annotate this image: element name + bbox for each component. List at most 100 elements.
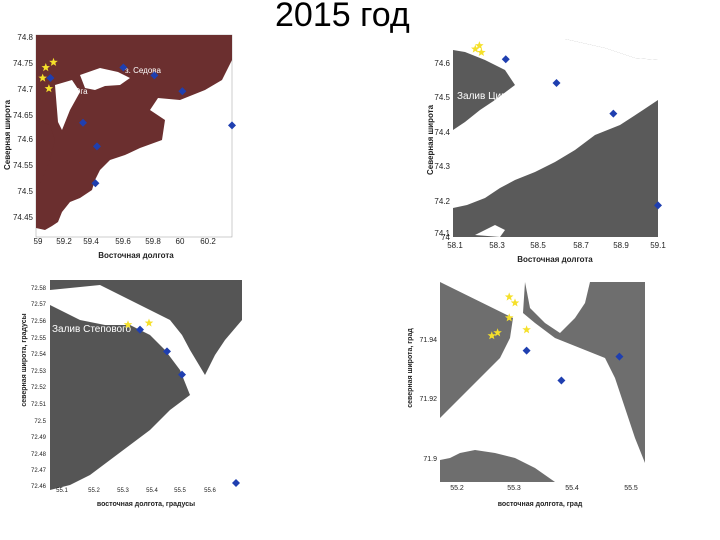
map2-x-ticks: 58.1 58.3 58.5 58.7 58.9 59.1 xyxy=(447,241,666,250)
y-tick: 74.75 xyxy=(13,59,34,68)
y-tick: 72.46 xyxy=(31,484,47,490)
x-tick: 55.4 xyxy=(146,488,158,494)
y-tick: 72.54 xyxy=(31,352,47,358)
x-tick: 60 xyxy=(176,237,185,246)
y-tick: 74.7 xyxy=(17,85,33,94)
station-marker xyxy=(557,376,566,385)
y-tick: 72.47 xyxy=(31,468,47,474)
y-tick: 72.5 xyxy=(34,419,46,425)
x-tick: 60.2 xyxy=(200,237,216,246)
label-tsivolki: Залив Цивольки xyxy=(457,91,533,102)
x-tick: 59.6 xyxy=(115,237,131,246)
map-stepovogo: 55.1 55.2 55.3 55.4 55.5 55.6 72.58 72.5… xyxy=(10,280,245,515)
sample-star-marker xyxy=(144,318,154,327)
station-marker xyxy=(609,109,618,118)
station-marker xyxy=(501,55,510,64)
y-tick: 72.55 xyxy=(31,336,47,342)
x-tick: 55.2 xyxy=(450,485,464,492)
y-tick: 72.49 xyxy=(31,435,47,441)
y-tick: 74.5 xyxy=(17,187,33,196)
y-tick: 74.65 xyxy=(13,111,34,120)
station-marker xyxy=(136,325,144,334)
page-title: 2015 год xyxy=(275,0,410,34)
station-marker xyxy=(91,179,100,188)
station-marker xyxy=(552,79,561,87)
station-marker xyxy=(178,87,187,96)
y-tick: 74.2 xyxy=(434,197,450,206)
sample-star-marker xyxy=(475,41,484,50)
map-sedova-oga-canvas: 59 59.2 59.4 59.6 59.8 60 60.2 74.8 74.7… xyxy=(3,33,236,260)
station-marker xyxy=(654,201,662,210)
map-stepovogo-canvas: 55.1 55.2 55.3 55.4 55.5 55.6 72.58 72.5… xyxy=(21,280,242,508)
x-tick: 55.4 xyxy=(565,485,579,492)
x-tick: 55.3 xyxy=(117,488,129,494)
x-axis-label: восточная долгота, градусы xyxy=(97,501,195,508)
bay-abrosimova-water xyxy=(440,282,645,482)
x-tick: 55.1 xyxy=(56,488,68,494)
bay-oga-water xyxy=(55,80,80,130)
station-marker xyxy=(163,347,171,356)
map3-x-ticks: 55.1 55.2 55.3 55.4 55.5 55.6 xyxy=(56,488,216,494)
x-axis-label: Восточная долгота xyxy=(98,251,174,260)
sample-star-marker xyxy=(504,313,514,322)
y-tick: 72.58 xyxy=(31,286,47,292)
y-axis-label: северная широта, градусы xyxy=(21,313,28,406)
y-tick: 74.6 xyxy=(17,135,33,144)
map-sedova-oga: 59 59.2 59.4 59.6 59.8 60 60.2 74.8 74.7… xyxy=(0,30,250,270)
sample-star-marker xyxy=(471,44,480,53)
map1-y-ticks: 74.8 74.75 74.7 74.65 74.6 74.55 74.5 74… xyxy=(13,33,34,222)
map1-marks xyxy=(38,57,236,188)
station-marker xyxy=(178,370,186,379)
label-abrosimova: Залив Абросимова xyxy=(497,415,595,427)
station-marker xyxy=(150,71,159,80)
y-tick: 74.3 xyxy=(434,162,450,171)
y-tick: 71.9 xyxy=(423,456,437,463)
y-axis-label: Северная широта xyxy=(426,104,435,175)
y-tick: 74.45 xyxy=(13,213,34,222)
sample-star-marker xyxy=(504,292,514,301)
map4-marks xyxy=(487,292,624,385)
label-oga: з. Ога xyxy=(66,87,88,96)
y-tick: 74.8 xyxy=(17,33,33,42)
y-tick: 74.4 xyxy=(434,128,450,137)
x-tick: 55.5 xyxy=(174,488,186,494)
station-marker xyxy=(79,118,88,127)
sample-star-marker xyxy=(493,328,502,337)
open-water xyxy=(100,385,242,490)
x-tick: 59.1 xyxy=(650,241,666,250)
sample-star-marker xyxy=(38,73,47,82)
map-tsivolki: 58.1 58.3 58.5 58.7 58.9 59.1 74.6 74.5 … xyxy=(405,30,685,275)
x-tick: 58.5 xyxy=(530,241,546,250)
x-tick: 55.6 xyxy=(204,488,216,494)
x-axis-label: восточная долгота, град xyxy=(498,501,583,508)
map-abrosimova-canvas: 55.2 55.3 55.4 55.5 71.94 71.92 71.9 вос… xyxy=(407,282,645,508)
sample-star-marker xyxy=(49,57,58,66)
x-tick: 55.5 xyxy=(624,485,638,492)
station-marker xyxy=(615,352,624,361)
label-sedova: з. Седова xyxy=(125,66,161,75)
sample-star-marker xyxy=(477,47,486,56)
map3-y-ticks: 72.58 72.57 72.56 72.55 72.54 72.53 72.5… xyxy=(31,286,47,490)
sample-star-marker xyxy=(41,63,50,72)
x-tick: 55.3 xyxy=(507,485,521,492)
inlet-water xyxy=(525,282,590,333)
y-tick: 72.52 xyxy=(31,385,47,391)
station-marker xyxy=(46,74,55,83)
map2-y-ticks: 74.6 74.5 74.4 74.3 74.2 74.1 74 xyxy=(434,59,450,242)
y-tick: 74.6 xyxy=(434,59,450,68)
x-tick: 58.3 xyxy=(489,241,505,250)
station-marker xyxy=(522,346,531,355)
land-north xyxy=(50,280,242,490)
open-sea-water xyxy=(565,39,658,60)
map3-marks xyxy=(123,318,240,487)
x-tick: 59 xyxy=(34,237,43,246)
sample-star-marker xyxy=(123,320,133,329)
y-tick: 72.51 xyxy=(31,402,47,408)
y-axis-label: Северная широта xyxy=(3,99,12,170)
y-tick: 72.53 xyxy=(31,369,47,375)
station-marker xyxy=(228,121,236,130)
map-tsivolki-canvas: 58.1 58.3 58.5 58.7 58.9 59.1 74.6 74.5 … xyxy=(426,39,666,264)
label-stepovogo: Залив Степового xyxy=(52,324,132,335)
y-tick: 74.55 xyxy=(13,161,34,170)
y-tick: 71.92 xyxy=(419,396,437,403)
